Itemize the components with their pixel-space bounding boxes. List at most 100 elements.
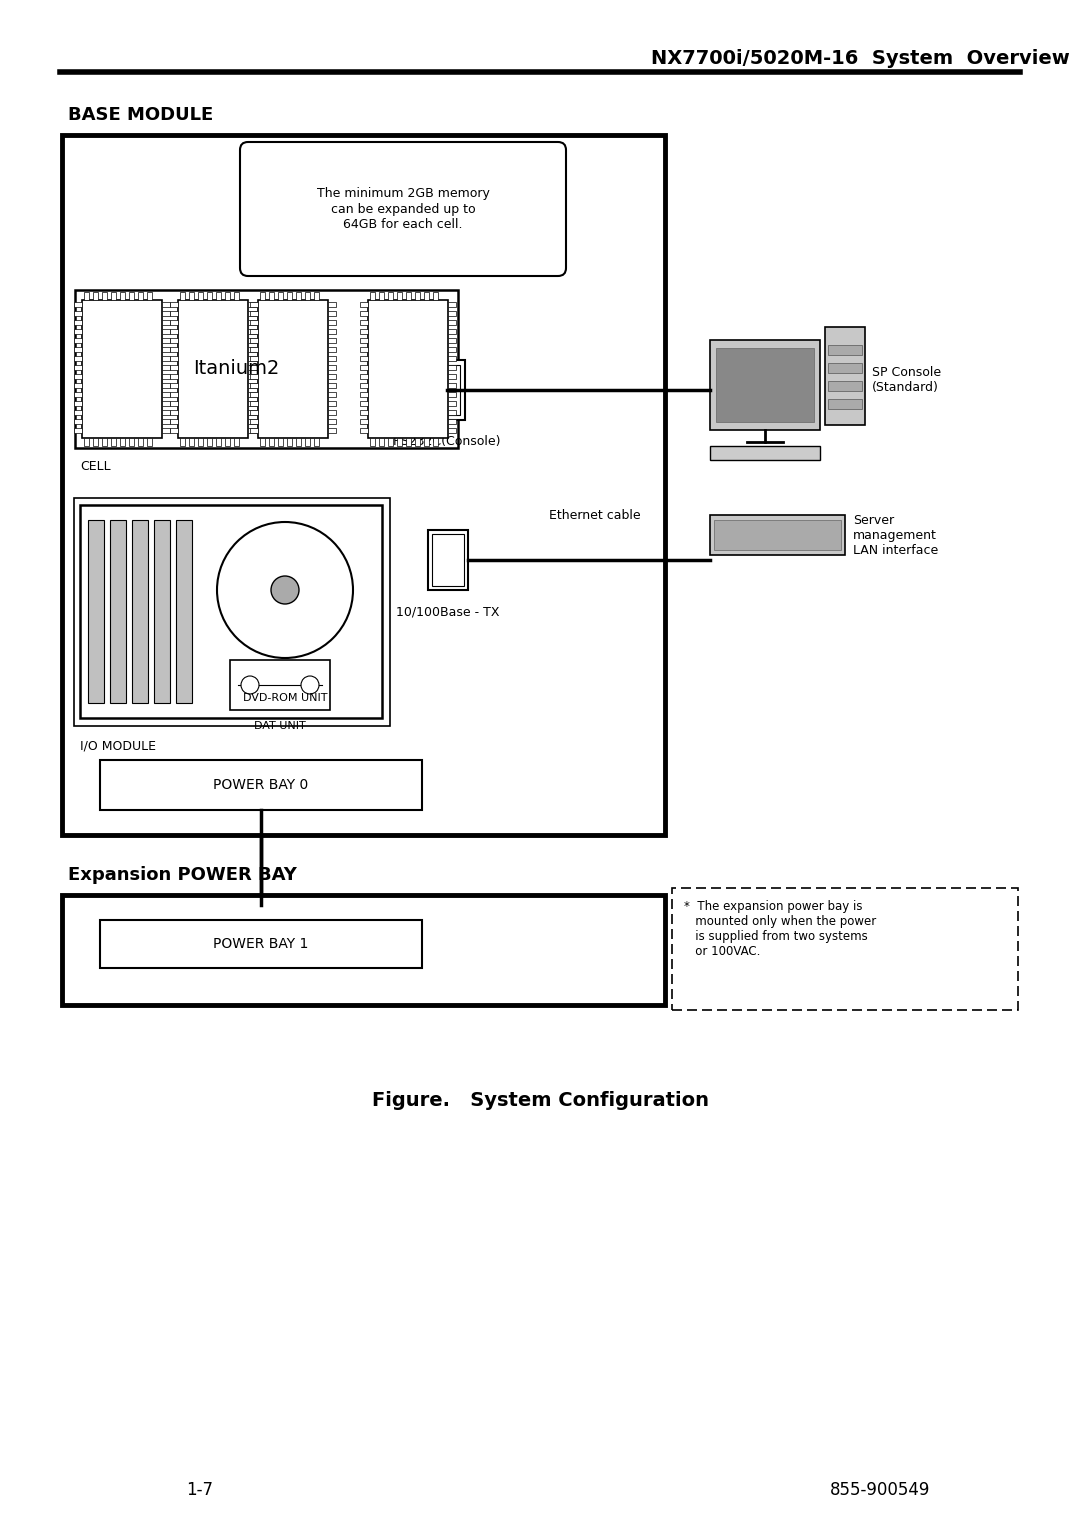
Text: Expansion POWER BAY: Expansion POWER BAY	[68, 866, 297, 885]
Bar	[328, 365, 336, 370]
Bar	[84, 439, 89, 446]
Bar	[162, 347, 170, 351]
Circle shape	[301, 675, 319, 694]
Bar	[825, 327, 865, 425]
Bar	[249, 312, 258, 316]
Bar	[672, 888, 1018, 1010]
Bar	[75, 393, 82, 397]
Bar	[75, 356, 82, 361]
Text: SP Console
(Standard): SP Console (Standard)	[872, 367, 941, 394]
Bar	[75, 290, 458, 448]
Bar	[714, 520, 841, 550]
Bar	[225, 292, 230, 299]
Bar	[435, 365, 460, 416]
Bar	[397, 439, 402, 446]
Bar	[448, 428, 456, 432]
Bar	[198, 292, 203, 299]
Text: Ethernet cable: Ethernet cable	[550, 509, 640, 523]
Bar	[162, 428, 170, 432]
Bar	[433, 292, 438, 299]
Bar	[170, 356, 178, 361]
Bar	[433, 439, 438, 446]
Text: 855-900549: 855-900549	[829, 1481, 930, 1499]
Bar	[370, 439, 375, 446]
Bar	[305, 439, 310, 446]
Bar	[249, 393, 258, 397]
Bar	[180, 292, 185, 299]
FancyBboxPatch shape	[240, 142, 566, 277]
Bar	[170, 347, 178, 351]
Bar	[248, 384, 256, 388]
Bar	[162, 356, 170, 361]
Bar	[360, 393, 368, 397]
Bar	[75, 365, 82, 370]
Bar	[170, 384, 178, 388]
Bar	[162, 365, 170, 370]
Bar	[328, 428, 336, 432]
Bar	[170, 329, 178, 335]
Bar	[249, 303, 258, 307]
Bar	[328, 400, 336, 406]
Text: Itanium2: Itanium2	[193, 359, 280, 379]
Bar	[828, 364, 862, 373]
Bar	[314, 439, 319, 446]
Bar	[75, 319, 82, 325]
Bar	[448, 384, 456, 388]
Bar	[287, 292, 292, 299]
Bar	[305, 292, 310, 299]
Bar	[360, 419, 368, 423]
Bar	[198, 439, 203, 446]
Bar	[170, 410, 178, 416]
Bar	[328, 374, 336, 379]
Bar	[258, 299, 328, 439]
Bar	[75, 303, 82, 307]
Bar	[138, 439, 143, 446]
Text: 10/100Base - TX: 10/100Base - TX	[396, 605, 500, 619]
Circle shape	[217, 523, 353, 659]
Text: POWER BAY 1: POWER BAY 1	[214, 937, 309, 950]
Bar	[75, 347, 82, 351]
Bar	[710, 341, 820, 429]
Bar	[360, 347, 368, 351]
Bar	[162, 393, 170, 397]
Bar	[328, 319, 336, 325]
Bar	[62, 134, 665, 834]
Bar	[170, 312, 178, 316]
Bar	[75, 374, 82, 379]
Bar	[415, 292, 420, 299]
Bar	[162, 312, 170, 316]
Bar	[225, 439, 230, 446]
Text: DAT UNIT: DAT UNIT	[254, 721, 306, 730]
Text: RS232C(Console): RS232C(Console)	[393, 435, 502, 449]
Bar	[328, 410, 336, 416]
Bar	[370, 292, 375, 299]
Bar	[234, 439, 239, 446]
Bar	[170, 374, 178, 379]
Bar	[360, 356, 368, 361]
Bar	[328, 303, 336, 307]
Bar	[828, 399, 862, 410]
Bar	[249, 347, 258, 351]
Bar	[102, 292, 107, 299]
Bar	[360, 303, 368, 307]
Bar	[170, 419, 178, 423]
Bar	[448, 374, 456, 379]
Bar	[406, 292, 411, 299]
Bar	[328, 356, 336, 361]
Bar	[180, 439, 185, 446]
Bar	[249, 329, 258, 335]
Bar	[87, 520, 104, 703]
Bar	[360, 319, 368, 325]
Bar	[269, 292, 274, 299]
Bar	[424, 292, 429, 299]
Bar	[379, 439, 384, 446]
Bar	[170, 319, 178, 325]
Bar	[328, 419, 336, 423]
Circle shape	[241, 675, 259, 694]
Bar	[162, 384, 170, 388]
Bar	[189, 439, 194, 446]
Bar	[248, 319, 256, 325]
Text: Figure.   System Configuration: Figure. System Configuration	[372, 1091, 708, 1109]
Bar	[249, 356, 258, 361]
Bar	[75, 410, 82, 416]
